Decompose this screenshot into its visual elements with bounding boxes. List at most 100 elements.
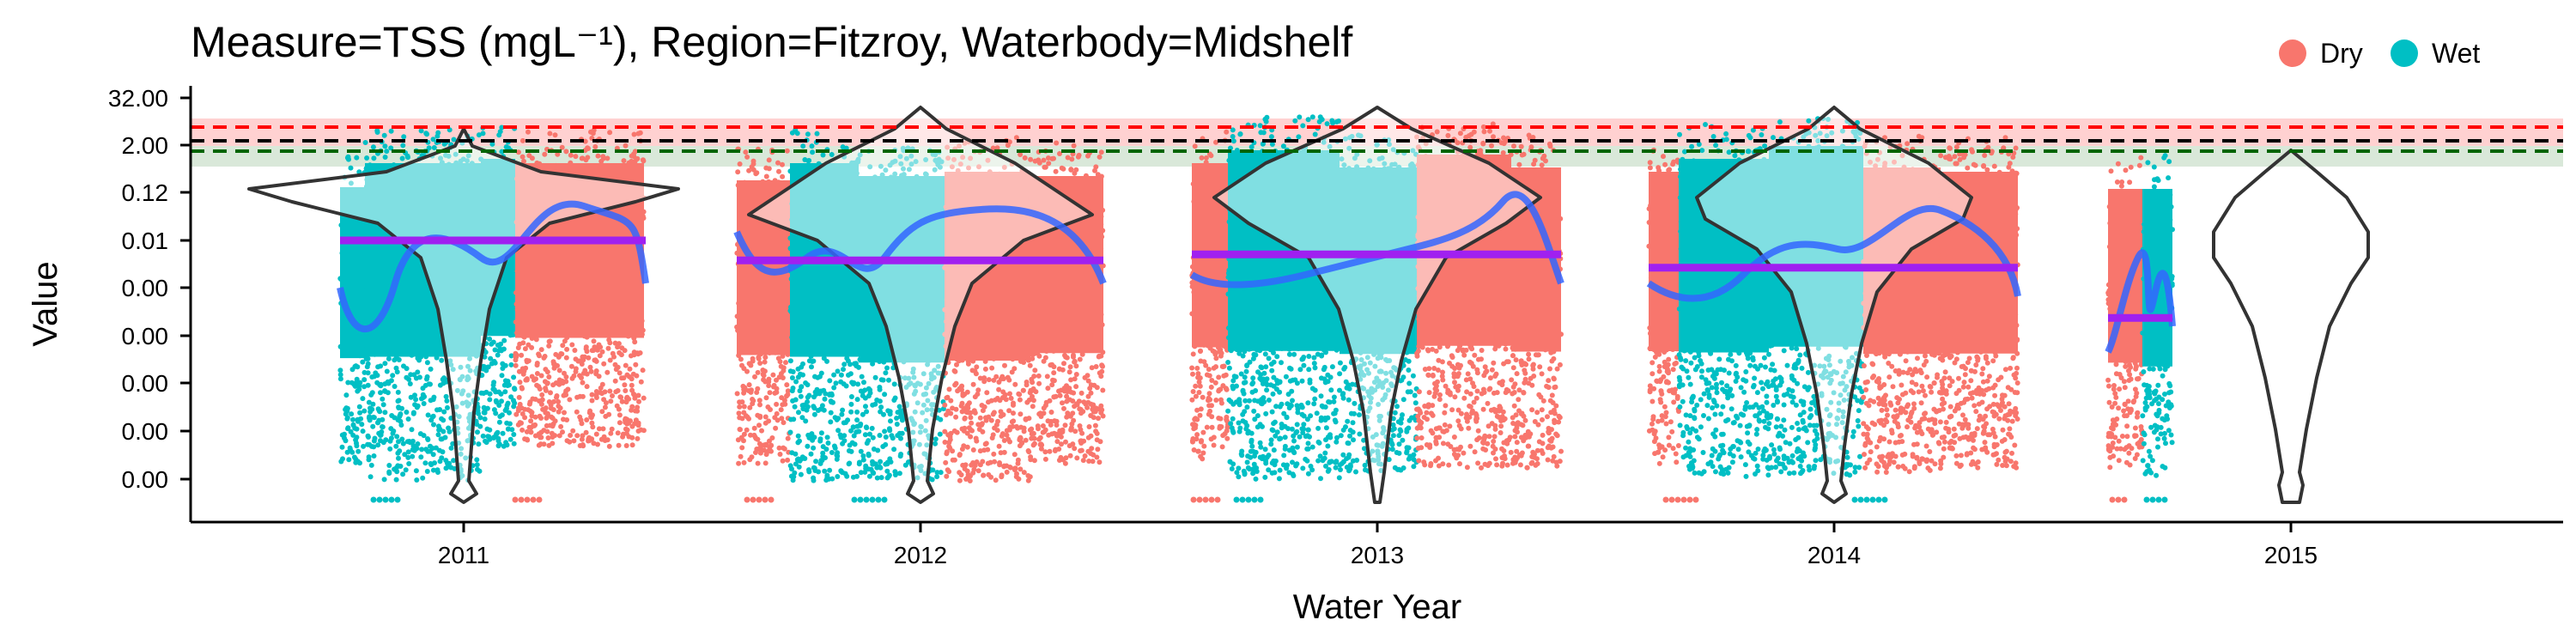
- data-point: [1017, 397, 1023, 403]
- data-point: [818, 370, 824, 376]
- data-point: [877, 398, 883, 404]
- data-point: [1094, 430, 1100, 436]
- data-point: [963, 477, 969, 482]
- data-point: [854, 417, 860, 423]
- data-point: [1094, 437, 1100, 443]
- data-point: [736, 410, 742, 416]
- data-point: [1024, 382, 1030, 388]
- data-point: [559, 144, 565, 150]
- data-point: [1004, 469, 1010, 475]
- data-point: [407, 381, 413, 386]
- data-point: [996, 380, 1002, 385]
- data-point: [1099, 362, 1105, 368]
- data-point: [1002, 362, 1007, 368]
- data-point: [983, 415, 988, 421]
- data-point: [827, 392, 833, 397]
- data-point: [593, 431, 599, 437]
- data-point: [536, 442, 542, 448]
- data-point: [435, 130, 441, 136]
- data-point: [741, 404, 747, 410]
- data-point: [521, 368, 527, 374]
- data-point: [599, 409, 605, 415]
- data-point: [1213, 364, 1218, 370]
- data-point: [744, 427, 750, 433]
- data-point: [1041, 358, 1047, 364]
- data-point: [1045, 386, 1051, 392]
- data-point: [447, 428, 453, 434]
- data-point: [410, 410, 416, 416]
- data-point: [1027, 362, 1033, 368]
- data-point: [957, 477, 963, 483]
- data-point: [734, 391, 740, 397]
- data-point: [537, 353, 542, 359]
- data-point: [878, 459, 884, 465]
- data-point: [522, 436, 528, 442]
- data-point: [1210, 348, 1216, 354]
- data-point: [1203, 155, 1209, 161]
- data-point: [884, 365, 890, 371]
- data-point: [354, 155, 360, 161]
- data-point: [1060, 400, 1065, 406]
- data-point: [806, 469, 812, 475]
- data-point: [519, 386, 525, 392]
- data-point: [420, 475, 426, 481]
- data-point: [999, 433, 1005, 439]
- data-point: [740, 383, 746, 389]
- data-point: [368, 462, 374, 468]
- data-point: [580, 393, 586, 399]
- data-point: [1192, 143, 1198, 149]
- data-point: [550, 416, 556, 421]
- data-point: [1219, 363, 1225, 369]
- data-point: [480, 131, 486, 137]
- data-point: [1071, 354, 1076, 360]
- data-point: [883, 370, 889, 376]
- data-point: [424, 469, 430, 474]
- data-point: [773, 425, 779, 431]
- data-point: [780, 173, 786, 179]
- data-point: [970, 447, 976, 453]
- data-point: [534, 362, 540, 368]
- data-point: [548, 402, 554, 408]
- data-point: [356, 404, 362, 410]
- data-point: [1053, 168, 1059, 174]
- data-point: [789, 450, 795, 456]
- data-point: [753, 171, 759, 177]
- data-point: [603, 413, 609, 419]
- data-point: [845, 358, 851, 364]
- data-point: [1198, 439, 1204, 445]
- data-point: [1078, 427, 1084, 433]
- data-point: [741, 459, 747, 465]
- data-point: [1219, 444, 1225, 450]
- data-point: [986, 471, 992, 477]
- data-point: [587, 364, 593, 370]
- data-point: [489, 341, 495, 347]
- data-point: [1071, 390, 1077, 396]
- data-point: [382, 388, 388, 394]
- data-point: [526, 129, 531, 135]
- data-point: [357, 410, 363, 416]
- data-point: [397, 412, 403, 418]
- data-point: [568, 152, 574, 158]
- data-point: [529, 344, 535, 350]
- data-point: [541, 428, 547, 434]
- data-point: [744, 154, 750, 160]
- data-point: [861, 380, 866, 386]
- data-point: [499, 149, 505, 155]
- data-point: [886, 377, 891, 383]
- data-point: [1038, 414, 1044, 419]
- data-point: [841, 361, 848, 368]
- data-point: [789, 375, 795, 380]
- data-point: [369, 390, 375, 396]
- data-point: [867, 390, 873, 396]
- data-point: [1084, 373, 1091, 379]
- data-point: [866, 473, 872, 479]
- data-point: [990, 411, 996, 417]
- data-point: [400, 440, 406, 447]
- data-point: [762, 355, 769, 361]
- data-point: [1078, 390, 1084, 396]
- data-point: [1054, 439, 1060, 445]
- data-point: [944, 449, 950, 455]
- data-point: [748, 389, 754, 395]
- data-point: [418, 128, 424, 134]
- data-point: [1054, 433, 1060, 439]
